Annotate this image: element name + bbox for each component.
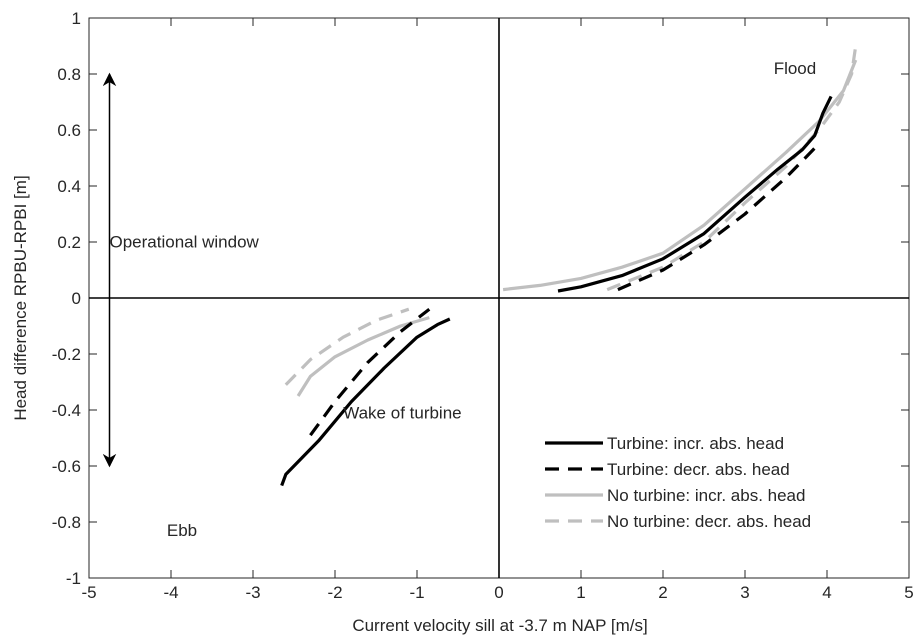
quadrant-lines bbox=[89, 18, 909, 578]
series-line-3-0 bbox=[606, 45, 858, 292]
x-tick-label: -1 bbox=[409, 583, 424, 602]
y-tick-label: -0.4 bbox=[52, 401, 81, 420]
series-layer bbox=[280, 45, 858, 487]
legend-label-turbine-decr: Turbine: decr. abs. head bbox=[607, 460, 790, 479]
x-tick-label: 4 bbox=[822, 583, 831, 602]
legend-box bbox=[535, 425, 883, 547]
legend-label-noturbine-decr: No turbine: decr. abs. head bbox=[607, 512, 811, 531]
series-line-2-1 bbox=[296, 316, 430, 397]
x-tick-label: 1 bbox=[576, 583, 585, 602]
y-tick-label: 0 bbox=[72, 289, 81, 308]
ticks: -5 -4 -3 -2 -1 0 1 2 3 4 5 -1 -0.8 -0.6 -0.4 -0.2 0 0.2 0.… bbox=[52, 9, 914, 602]
series-line-1-0 bbox=[617, 142, 820, 292]
annotation-2: Wake of turbine bbox=[343, 403, 461, 422]
series-line-3-1 bbox=[284, 307, 410, 386]
y-tick-label: 0.2 bbox=[57, 233, 81, 252]
y-tick-label: 1 bbox=[72, 9, 81, 28]
series-line-1-1 bbox=[309, 307, 431, 437]
y-tick-label: 0.4 bbox=[57, 177, 81, 196]
y-tick-label: 0.8 bbox=[57, 65, 81, 84]
legend-label-turbine-incr: Turbine: incr. abs. head bbox=[607, 434, 784, 453]
series-line-0-0 bbox=[557, 95, 833, 293]
x-tick-label: -5 bbox=[81, 583, 96, 602]
annotation-layer: Flood Operational window Wake of turbine Eb… bbox=[102, 59, 817, 540]
x-tick-label: 3 bbox=[740, 583, 749, 602]
y-tick-label: -0.2 bbox=[52, 345, 81, 364]
annotation-3: Ebb bbox=[167, 521, 197, 540]
x-tick-label: -3 bbox=[245, 583, 260, 602]
annotation-0: Flood bbox=[774, 59, 817, 78]
y-axis-label: Head difference RPBU-RPBI [m] bbox=[11, 175, 30, 420]
y-tick-label: -0.6 bbox=[52, 457, 81, 476]
y-tick-label: -1 bbox=[66, 569, 81, 588]
x-tick-label: 2 bbox=[658, 583, 667, 602]
x-axis-label: Current velocity sill at -3.7 m NAP [m/s… bbox=[352, 616, 647, 635]
legend: Turbine: incr. abs. head Turbine: decr. … bbox=[535, 425, 883, 547]
x-tick-label: -2 bbox=[327, 583, 342, 602]
x-tick-label: 5 bbox=[904, 583, 913, 602]
series-line-2-0 bbox=[502, 59, 858, 292]
y-tick-label: 0.6 bbox=[57, 121, 81, 140]
x-tick-label: 0 bbox=[494, 583, 503, 602]
annotation-1: Operational window bbox=[110, 233, 260, 252]
series-line-0-1 bbox=[280, 317, 451, 487]
legend-label-noturbine-incr: No turbine: incr. abs. head bbox=[607, 486, 805, 505]
x-tick-label: -4 bbox=[163, 583, 178, 602]
y-tick-label: -0.8 bbox=[52, 513, 81, 532]
